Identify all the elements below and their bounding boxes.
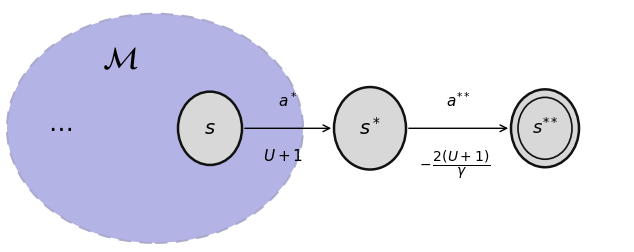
Text: $s$: $s$ xyxy=(204,119,216,138)
Text: $a^*$: $a^*$ xyxy=(278,91,297,110)
Text: $a^{**}$: $a^{**}$ xyxy=(446,91,470,110)
Text: $s^{**}$: $s^{**}$ xyxy=(531,118,559,138)
Text: $\mathcal{M}$: $\mathcal{M}$ xyxy=(102,45,138,74)
Circle shape xyxy=(178,92,242,165)
Text: $\cdots$: $\cdots$ xyxy=(48,116,72,140)
Text: $U+1$: $U+1$ xyxy=(263,148,303,164)
Ellipse shape xyxy=(7,14,303,243)
Circle shape xyxy=(511,89,579,167)
Text: $s^*$: $s^*$ xyxy=(359,117,381,139)
Circle shape xyxy=(518,97,572,159)
Circle shape xyxy=(334,87,406,170)
Text: $-\,\dfrac{2(U+1)}{\gamma}$: $-\,\dfrac{2(U+1)}{\gamma}$ xyxy=(419,149,491,181)
